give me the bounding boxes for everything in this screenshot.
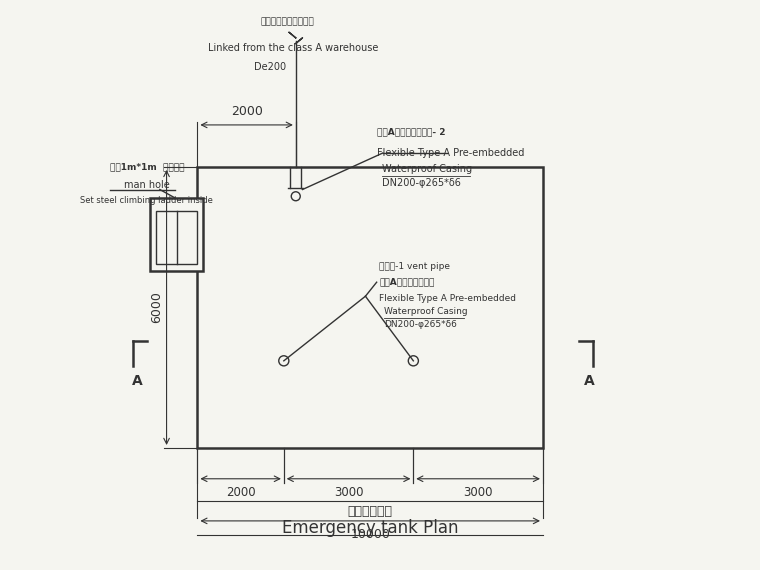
Text: A: A (132, 374, 143, 388)
Bar (157, 211, 197, 264)
Text: 柔性A型预制防水套管- 2: 柔性A型预制防水套管- 2 (377, 127, 445, 136)
Text: 2000: 2000 (226, 486, 255, 499)
Text: Emergency tank Plan: Emergency tank Plan (282, 519, 458, 537)
Text: 3000: 3000 (464, 486, 493, 499)
Bar (150, 198, 203, 271)
Text: 10000: 10000 (350, 528, 390, 540)
Text: 事故池平面图: 事故池平面图 (347, 505, 393, 518)
Bar (198, 167, 543, 448)
Text: DN200-φ265*δ6: DN200-φ265*δ6 (382, 178, 461, 189)
Text: 柔性A型预制防水套管: 柔性A型预制防水套管 (379, 277, 435, 286)
Text: Waterproof Casing: Waterproof Casing (382, 164, 472, 174)
Text: DN200-φ265*δ6: DN200-φ265*δ6 (384, 320, 457, 329)
Text: Set steel climbing ladder inside: Set steel climbing ladder inside (81, 196, 214, 205)
Text: 2000: 2000 (231, 105, 262, 118)
Text: Linked from the class A warehouse: Linked from the class A warehouse (207, 43, 378, 54)
Text: Flexible Type A Pre-embedded: Flexible Type A Pre-embedded (377, 148, 524, 157)
Text: 人孔1m*1m  内设爬梯: 人孔1m*1m 内设爬梯 (109, 162, 184, 171)
Text: 连接甲类库防火堤漏水: 连接甲类库防火堤漏水 (261, 18, 314, 27)
Text: A: A (584, 374, 594, 388)
Text: man hole: man hole (124, 180, 169, 189)
Text: De200: De200 (255, 62, 287, 72)
Text: Waterproof Casing: Waterproof Casing (384, 307, 467, 316)
Text: Flexible Type A Pre-embedded: Flexible Type A Pre-embedded (379, 294, 517, 303)
Text: 通气管-1 vent pipe: 通气管-1 vent pipe (379, 262, 451, 271)
Text: 3000: 3000 (334, 486, 363, 499)
Text: 6000: 6000 (150, 291, 163, 323)
